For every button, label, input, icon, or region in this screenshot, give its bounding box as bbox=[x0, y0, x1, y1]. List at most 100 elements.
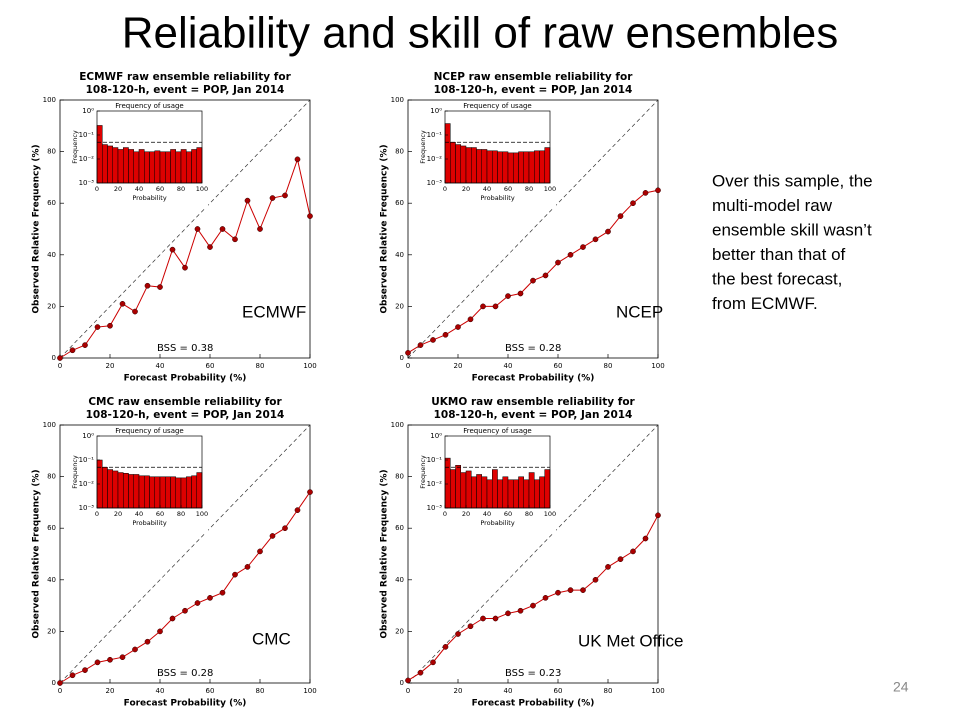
x-tick-label: 40 bbox=[156, 687, 165, 695]
inset-title: Frequency of usage bbox=[115, 427, 183, 435]
inset-x-tick-label: 80 bbox=[177, 510, 185, 518]
inset-x-tick-label: 40 bbox=[135, 510, 143, 518]
hist-bar bbox=[507, 479, 514, 509]
hist-bar bbox=[450, 141, 456, 184]
data-point bbox=[282, 525, 288, 532]
inset-x-tick-label: 100 bbox=[196, 185, 208, 193]
y-tick-label: 100 bbox=[391, 96, 404, 104]
model-label: NCEP bbox=[616, 302, 663, 321]
data-point bbox=[567, 587, 574, 593]
inset-frame bbox=[444, 110, 551, 184]
data-point bbox=[567, 251, 574, 258]
y-tick-label: 0 bbox=[52, 354, 56, 362]
hist-bar bbox=[186, 151, 192, 184]
data-point bbox=[630, 548, 636, 555]
data-point bbox=[132, 646, 138, 653]
inset-y-label: Frequency bbox=[419, 455, 427, 489]
inset-x-tick-label: 0 bbox=[95, 185, 99, 193]
data-point bbox=[542, 595, 549, 601]
data-point bbox=[219, 226, 226, 232]
hist-bar bbox=[523, 479, 530, 509]
inset-x-tick-label: 0 bbox=[443, 185, 447, 193]
diagonal bbox=[59, 424, 311, 684]
annotation: BSS = 0.38 bbox=[157, 343, 213, 354]
chart-title: 108-120-h, event = POP, Jan 2014 bbox=[86, 84, 285, 96]
data-point bbox=[617, 556, 624, 563]
y-tick-label: 80 bbox=[395, 148, 404, 156]
hist-bar bbox=[544, 469, 551, 509]
hist-bar bbox=[154, 150, 161, 184]
note-line: the best forecast, bbox=[712, 269, 842, 288]
chart-title: UKMO raw ensemble reliability for bbox=[431, 396, 635, 408]
hist-bar bbox=[196, 147, 203, 184]
y-tick-label: 40 bbox=[47, 576, 56, 584]
data-point bbox=[417, 669, 424, 676]
data-point bbox=[542, 272, 549, 279]
hist-bar bbox=[170, 476, 176, 509]
data-point bbox=[194, 226, 201, 232]
hist-bar bbox=[170, 149, 176, 184]
data-point bbox=[94, 324, 101, 330]
x-tick-label: 40 bbox=[504, 362, 513, 370]
model-label: CMC bbox=[252, 629, 291, 648]
hist-bar bbox=[107, 145, 113, 184]
y-tick-label: 100 bbox=[43, 96, 56, 104]
hist-bar bbox=[96, 125, 103, 184]
x-tick-label: 100 bbox=[651, 687, 664, 695]
inset-x-tick-label: 20 bbox=[462, 185, 470, 193]
hist-bar bbox=[112, 147, 119, 184]
chart-panel: NCEP raw ensemble reliability for108-120… bbox=[370, 65, 675, 387]
hist-bar bbox=[165, 476, 171, 509]
data-point bbox=[232, 571, 238, 578]
data-point bbox=[442, 644, 449, 650]
chart-panel: UKMO raw ensemble reliability for108-120… bbox=[370, 390, 684, 712]
hist-bar bbox=[159, 476, 166, 509]
slide-title: Reliability and skill of raw ensembles bbox=[122, 9, 839, 58]
y-tick-label: 80 bbox=[395, 473, 404, 481]
data-point bbox=[605, 564, 611, 570]
x-tick-label: 100 bbox=[651, 362, 664, 370]
hist-bar bbox=[465, 147, 472, 184]
y-axis-label: Observed Relative Frequency (%) bbox=[380, 469, 390, 638]
x-tick-label: 40 bbox=[156, 362, 165, 370]
hist-bar bbox=[539, 476, 545, 509]
data-point bbox=[244, 197, 251, 204]
chart-panel: CMC raw ensemble reliability for108-120-… bbox=[22, 390, 327, 712]
x-tick-label: 20 bbox=[454, 362, 463, 370]
data-point bbox=[182, 264, 188, 271]
inset-y-tick-label: 10⁰ bbox=[82, 432, 94, 440]
x-tick-label: 0 bbox=[406, 687, 410, 695]
x-tick-label: 80 bbox=[604, 362, 613, 370]
y-tick-label: 20 bbox=[47, 627, 56, 635]
data-point bbox=[69, 672, 76, 679]
hist-bar bbox=[107, 469, 113, 509]
data-point bbox=[244, 564, 251, 570]
x-tick-label: 80 bbox=[256, 362, 265, 370]
data-point bbox=[219, 589, 226, 596]
data-point bbox=[592, 576, 599, 583]
y-tick-label: 100 bbox=[43, 421, 56, 429]
chart-panel: ECMWF raw ensemble reliability for108-12… bbox=[22, 65, 327, 387]
data-point bbox=[82, 342, 88, 348]
data-point bbox=[119, 654, 126, 661]
hist-bar bbox=[112, 470, 119, 509]
data-point bbox=[417, 342, 424, 348]
data-point bbox=[467, 623, 474, 630]
hist-bar bbox=[455, 144, 461, 184]
chart-title: 108-120-h, event = POP, Jan 2014 bbox=[434, 409, 633, 421]
inset-x-label: Probability bbox=[480, 194, 515, 202]
hist-bar bbox=[486, 150, 493, 184]
diagonal bbox=[407, 424, 659, 684]
data-point bbox=[157, 628, 163, 635]
data-point bbox=[442, 331, 449, 338]
hist-bar bbox=[191, 149, 197, 184]
data-point bbox=[642, 535, 649, 542]
hist-bar bbox=[502, 151, 509, 184]
note: Over this sample, the multi-model raw ense… bbox=[712, 171, 873, 313]
model-label: UK Met Office bbox=[578, 631, 684, 650]
chart-title: 108-120-h, event = POP, Jan 2014 bbox=[86, 409, 285, 421]
inset-title: Frequency of usage bbox=[463, 427, 531, 435]
data-point bbox=[232, 236, 238, 243]
inset-frame bbox=[96, 110, 203, 184]
